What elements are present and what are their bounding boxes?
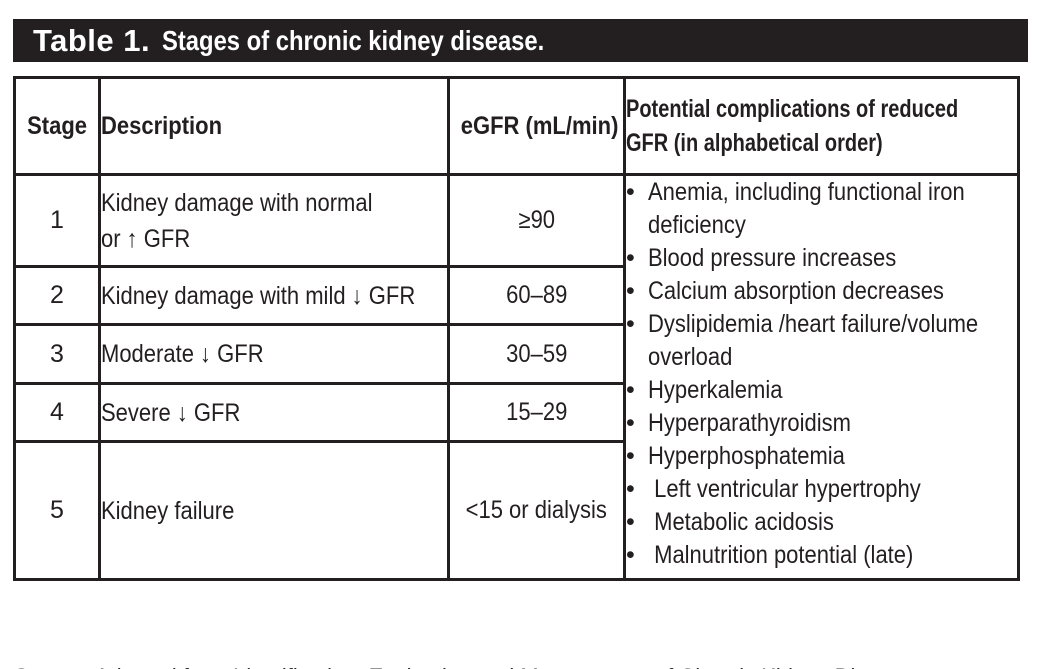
table-row-stage-3: 3 Moderate ↓ GFR 30–59 <box>13 323 1019 385</box>
description-text-3: Moderate ↓ GFR <box>101 340 264 368</box>
header-egfr-label: eGFR (mL/min) <box>460 111 619 140</box>
header-description: Description <box>98 76 450 176</box>
table-row-stage-4: 4 Severe ↓ GFR 15–29 <box>13 382 1019 443</box>
cell-complications: • Anemia, including functional iron defic… <box>623 173 1020 581</box>
complication-text: Left ventricular hypertrophy <box>648 475 921 503</box>
complication-text: Malnutrition potential (late) <box>648 541 914 569</box>
list-item: • Left ventricular hypertrophy <box>626 473 1017 506</box>
header-complications: Potential complications of reduced GFR (… <box>623 76 1020 176</box>
complications-list: • Anemia, including functional iron defic… <box>626 176 1017 572</box>
cell-stage-2: 2 <box>13 265 101 326</box>
egfr-value-4: 15–29 <box>505 398 568 426</box>
egfr-value-2: 60–89 <box>505 281 568 309</box>
complication-text: Hyperphosphatemia <box>648 442 845 470</box>
cell-egfr-5: <15 or dialysis <box>447 440 626 581</box>
header-complications-label: Potential complications of reduced GFR (… <box>626 95 959 157</box>
header-egfr: eGFR (mL/min) <box>447 76 626 176</box>
egfr-value-3: 30–59 <box>505 339 568 368</box>
list-item: • Hyperparathyroidism <box>626 407 1017 440</box>
egfr-value-1: ≥90 <box>518 206 555 234</box>
cell-description-3: Moderate ↓ GFR <box>98 323 450 385</box>
cell-egfr-1: ≥90 <box>447 173 626 268</box>
cell-egfr-3: 30–59 <box>447 323 626 385</box>
cell-stage-3: 3 <box>13 323 101 385</box>
bullet-icon: • <box>626 475 635 503</box>
list-item: • Dyslipidemia /heart failure/volume over… <box>626 308 1017 374</box>
complication-text: Calcium absorption decreases <box>648 277 944 305</box>
cell-description-5: Kidney failure <box>98 440 450 581</box>
table-row-stage-5: 5 Kidney failure <15 or dialysis <box>13 440 1019 581</box>
table-caption-bar: Table 1. Stages of chronic kidney disease… <box>13 19 1028 62</box>
complication-text: Anemia, including functional iron defici… <box>648 178 965 239</box>
list-item: • Blood pressure increases <box>626 242 1017 275</box>
header-stage: Stage <box>13 76 101 176</box>
bullet-icon: • <box>626 508 635 536</box>
list-item: • Malnutrition potential (late) <box>626 539 1017 572</box>
complication-text: Hyperkalemia <box>648 376 783 404</box>
complication-text: Metabolic acidosis <box>648 508 834 536</box>
complication-text: Blood pressure increases <box>648 244 897 272</box>
complication-text: Dyslipidemia /heart failure/volume overl… <box>648 310 979 371</box>
table-row-stage-1: 1 Kidney damage with normal or ↑ GFR ≥90… <box>13 173 1020 581</box>
list-item: • Hyperkalemia <box>626 374 1017 407</box>
list-item: • Calcium absorption decreases <box>626 275 1017 308</box>
complication-text: Hyperparathyroidism <box>648 409 851 437</box>
bullet-icon: • <box>626 409 635 437</box>
cell-stage-5: 5 <box>13 440 101 581</box>
cell-stage-4: 4 <box>13 382 101 443</box>
bullet-icon: • <box>626 310 635 338</box>
cell-egfr-2: 60–89 <box>447 265 626 326</box>
description-text-4: Severe ↓ GFR <box>101 398 241 427</box>
bullet-icon: • <box>626 376 635 404</box>
bullet-icon: • <box>626 541 635 569</box>
list-item: • Anemia, including functional iron defic… <box>626 176 1017 242</box>
list-item: • Hyperphosphatemia <box>626 440 1017 473</box>
description-text-5: Kidney failure <box>101 496 235 525</box>
cell-stage-1: 1 <box>13 173 101 268</box>
description-text-2: Kidney damage with mild ↓ GFR <box>101 281 416 310</box>
ckd-stages-table: Stage Description eGFR (mL/min) Potentia… <box>13 76 1020 581</box>
bullet-icon: • <box>626 277 635 305</box>
list-item: • Metabolic acidosis <box>626 506 1017 539</box>
description-text-1: Kidney damage with normal or ↑ GFR <box>101 188 373 253</box>
source-note: Source: Adapted from Identification, Eva… <box>14 589 914 669</box>
bullet-icon: • <box>626 442 635 470</box>
table-header-row: Stage Description eGFR (mL/min) Potentia… <box>13 76 1020 176</box>
cell-description-1: Kidney damage with normal or ↑ GFR <box>98 173 450 268</box>
egfr-value-5: <15 or dialysis <box>465 496 608 524</box>
cell-description-2: Kidney damage with mild ↓ GFR <box>98 265 450 326</box>
table-row-stage-2: 2 Kidney damage with mild ↓ GFR 60–89 <box>13 265 1019 326</box>
cell-egfr-4: 15–29 <box>447 382 626 443</box>
table-caption-label: Table 1. <box>33 22 151 58</box>
header-stage-label: Stage <box>27 111 87 140</box>
bullet-icon: • <box>626 244 635 272</box>
bullet-icon: • <box>626 178 635 206</box>
table-caption-title: Stages of chronic kidney disease. <box>162 24 545 56</box>
source-line-1: Source: Adapted from Identification, Eva… <box>14 659 914 669</box>
header-description-label: Description <box>101 111 223 140</box>
cell-description-4: Severe ↓ GFR <box>98 382 450 443</box>
